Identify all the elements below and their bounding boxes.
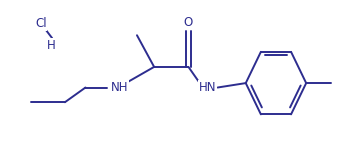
Text: H: H (47, 39, 55, 52)
Text: NH: NH (111, 81, 129, 94)
Text: Cl: Cl (35, 17, 47, 30)
Text: O: O (184, 16, 193, 29)
Text: HN: HN (199, 81, 216, 94)
